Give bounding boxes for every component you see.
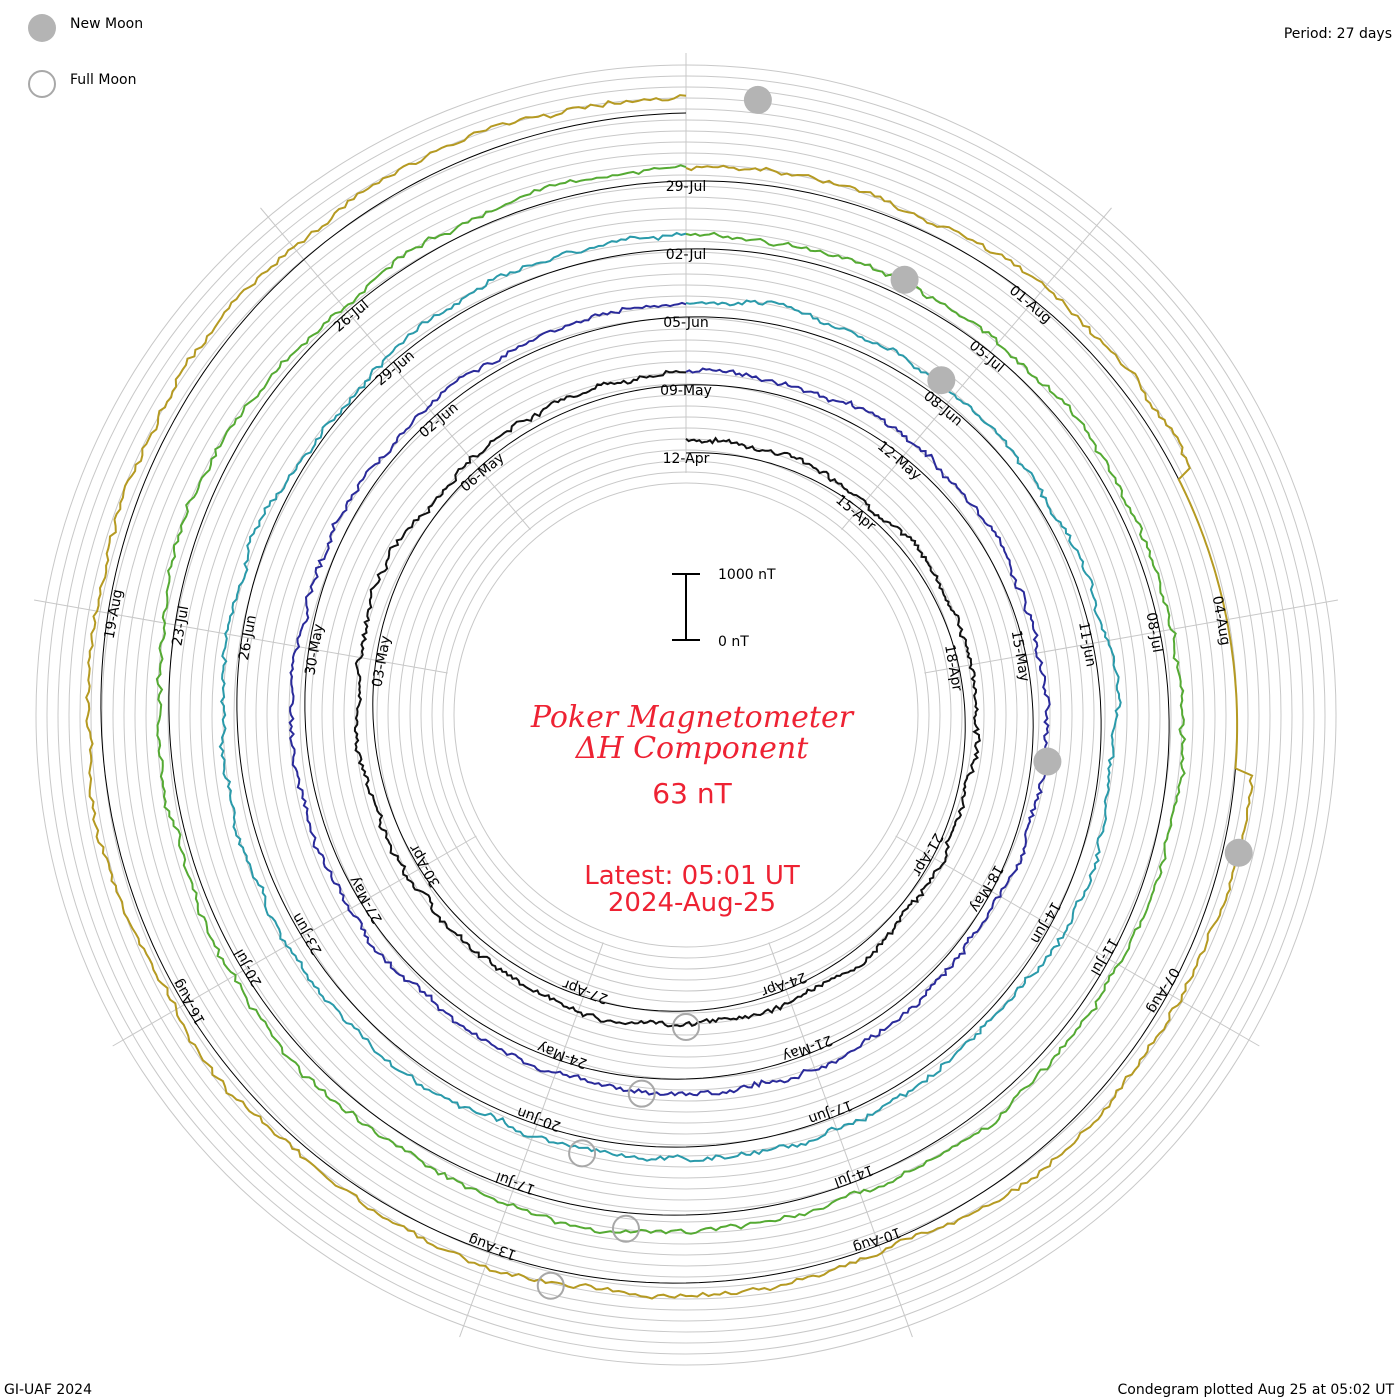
full-moon-marker	[627, 1079, 656, 1108]
chart-title-line2: ΔH Component	[575, 731, 809, 766]
full-moon-icon	[28, 70, 56, 98]
date-label: 21-May	[780, 1032, 834, 1065]
date-label: 18-May	[966, 862, 1006, 915]
date-label: 12-Apr	[663, 451, 710, 467]
grid-spokes	[33, 53, 1339, 1338]
date-label: 08-Jul	[1143, 611, 1166, 654]
moon-markers	[536, 85, 1253, 1300]
grid-spoke	[112, 835, 477, 1047]
credit-label: GI-UAF 2024	[4, 1382, 92, 1398]
trace-turn-1	[353, 369, 981, 1028]
full-moon-marker	[611, 1214, 640, 1243]
grid-ring	[453, 482, 919, 948]
latest-date: 2024-Aug-25	[608, 888, 776, 918]
date-label: 21-Apr	[909, 830, 946, 879]
date-label: 23-Jun	[289, 910, 326, 957]
date-label: 04-Aug	[1209, 595, 1233, 647]
date-label: 02-Jul	[666, 247, 707, 263]
date-label: 10-Aug	[851, 1224, 903, 1256]
date-label: 17-Jun	[806, 1096, 854, 1127]
new-moon-marker	[743, 85, 772, 114]
date-label: 02-Jun	[416, 400, 461, 442]
date-label: 09-May	[660, 383, 712, 399]
date-label: 08-Jun	[920, 388, 965, 430]
date-label: 30-May	[302, 623, 327, 677]
full-moon-marker	[536, 1271, 565, 1300]
new-moon-icon	[28, 14, 56, 42]
date-label: 05-Jun	[663, 315, 709, 331]
trace-turn-2	[288, 301, 1051, 1097]
trace-turn-4	[155, 164, 1187, 1235]
new-moon-marker	[890, 265, 919, 294]
trace-turn-3	[218, 231, 1122, 1163]
legend-new-moon: New Moon	[70, 16, 143, 32]
date-label: 18-Apr	[941, 643, 965, 692]
date-label: 24-May	[535, 1039, 589, 1072]
new-moon-marker	[927, 366, 956, 395]
full-moon-marker	[672, 1013, 700, 1041]
grid-spoke	[768, 942, 913, 1338]
grid-spoke	[459, 942, 604, 1338]
grid-spoke	[895, 835, 1260, 1047]
scale-top-label: 1000 nT	[718, 567, 776, 583]
chart-title-line1: Poker Magnetometer	[530, 700, 855, 735]
date-label: 14-Jul	[832, 1161, 876, 1190]
grid-spoke	[260, 207, 531, 530]
grid-spoke	[33, 599, 448, 674]
date-label: 13-Aug	[466, 1231, 518, 1263]
date-label: 27-May	[346, 873, 386, 926]
trace-turn-5	[85, 94, 1254, 1300]
date-label: 20-Jun	[515, 1104, 563, 1135]
date-label: 11-Jun	[1075, 620, 1099, 668]
latest-time: Latest: 05:01 UT	[584, 861, 800, 891]
date-label: 11-Jul	[1087, 935, 1121, 978]
legend-full-moon: Full Moon	[70, 72, 136, 88]
date-label: 29-Jul	[666, 179, 707, 195]
new-moon-marker	[1224, 838, 1253, 867]
date-label: 23-Jul	[170, 605, 193, 648]
period-label: Period: 27 days	[1284, 26, 1392, 42]
new-moon-marker	[1033, 747, 1062, 776]
spiral-baseline	[100, 112, 1238, 1284]
plotted-label: Condegram plotted Aug 25 at 05:02 UT	[1118, 1382, 1395, 1398]
date-label: 05-Jul	[966, 338, 1007, 376]
full-moon-marker	[568, 1139, 597, 1168]
date-label: 26-Jun	[236, 614, 260, 662]
grid-spoke	[841, 207, 1112, 530]
baselines	[100, 112, 1238, 1284]
date-label: 06-May	[458, 450, 508, 496]
date-label: 27-Apr	[561, 975, 611, 1006]
scale-bottom-label: 0 nT	[718, 634, 749, 650]
grid-rings	[35, 64, 1337, 1366]
current-value: 63 nT	[652, 777, 732, 810]
data-traces	[85, 94, 1254, 1300]
grid-spoke	[924, 599, 1339, 674]
